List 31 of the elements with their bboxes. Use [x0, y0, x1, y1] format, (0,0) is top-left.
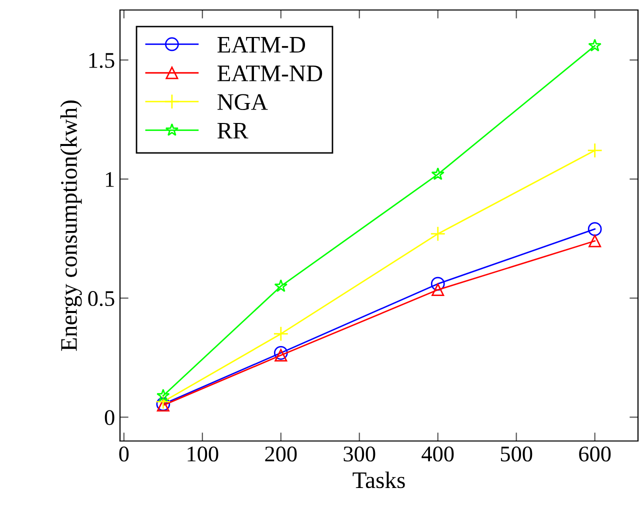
legend-label: NGA	[217, 94, 268, 110]
legend-label: EATM-D	[217, 36, 306, 53]
point	[588, 222, 602, 236]
x-tick-label: 300	[344, 446, 376, 462]
point	[156, 388, 170, 402]
x-tick-label: 0	[119, 446, 129, 462]
x-tick-label: 200	[265, 446, 297, 462]
point	[274, 346, 288, 360]
point	[274, 279, 288, 292]
point	[274, 349, 288, 362]
y-tick-label: 1	[106, 172, 114, 187]
point	[430, 276, 445, 291]
x-tick-label: 600	[579, 446, 611, 462]
y-tick-label: 1.5	[89, 53, 114, 68]
point	[273, 326, 289, 342]
point	[432, 284, 444, 296]
point	[430, 226, 446, 242]
x-axis-title: Tasks	[352, 472, 405, 488]
point	[587, 142, 602, 158]
x-tick-label: 500	[500, 446, 532, 462]
x-tick-label: 100	[188, 446, 218, 462]
point	[588, 38, 602, 52]
point	[588, 234, 602, 248]
x-tick-label: 400	[422, 446, 454, 462]
y-axis-title: Energy consumption(kwh)	[60, 100, 82, 351]
y-tick-label: 0	[104, 410, 114, 426]
legend-label: EATM-ND	[217, 66, 322, 82]
legend-label: RR	[217, 122, 248, 138]
y-tick-label: 0.5	[88, 291, 114, 306]
point	[431, 167, 445, 180]
point	[156, 394, 171, 410]
